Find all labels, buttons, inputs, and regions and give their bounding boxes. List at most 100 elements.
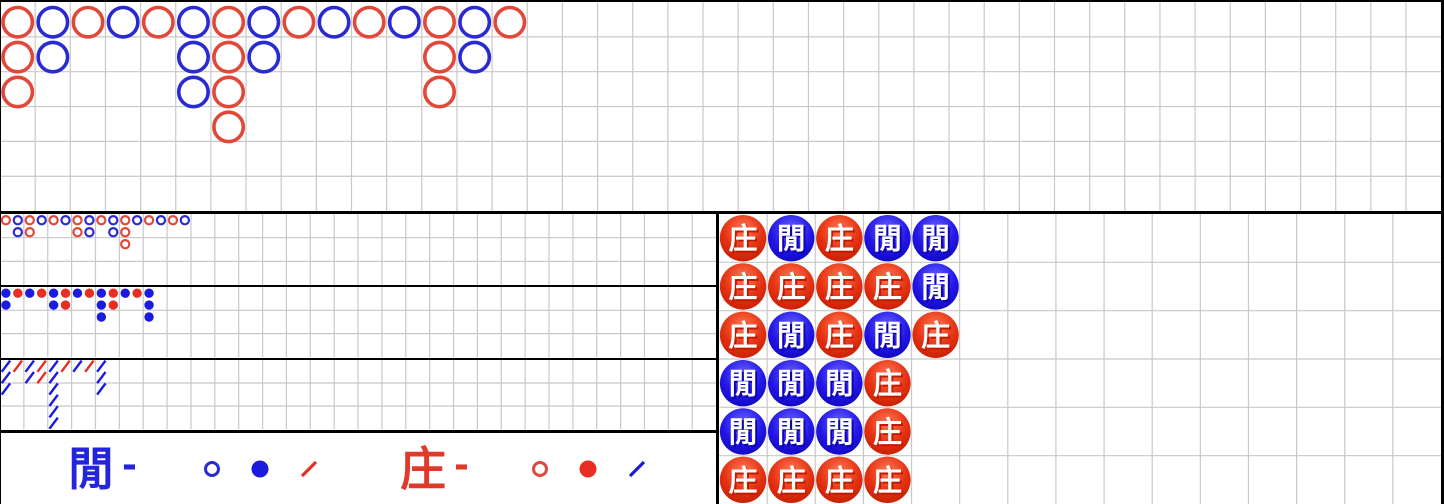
- small-road-marker: [25, 288, 35, 298]
- big-road-marker: [36, 5, 70, 39]
- bead-label-shadow: 庄: [827, 272, 856, 306]
- bead-player: [768, 311, 815, 359]
- bead-player: [912, 214, 959, 262]
- bead-label-shadow: 庄: [827, 320, 856, 354]
- cockroach-marker: [0, 382, 12, 396]
- banker-slash-icon: [625, 457, 649, 481]
- bead-banker: [864, 456, 911, 504]
- big-road-marker: [212, 40, 246, 74]
- big-road-marker: [1, 75, 35, 109]
- small-road-marker: [48, 300, 59, 310]
- big-eye-marker: [36, 214, 47, 226]
- bead-label-shadow: 閒: [827, 417, 856, 451]
- small-road-marker: [144, 312, 154, 322]
- bead-label: 庄: [729, 222, 758, 256]
- small-road-marker: [60, 300, 71, 310]
- bead-label: 庄: [825, 270, 854, 304]
- big-road-marker: [422, 75, 456, 109]
- cockroach-marker: [48, 382, 59, 396]
- bead-label-shadow: 庄: [827, 465, 856, 499]
- bead-label-shadow: 閒: [923, 272, 952, 306]
- cockroach-marker: [36, 360, 47, 373]
- big-eye-marker: [179, 214, 191, 226]
- big-road-marker: [458, 40, 492, 74]
- bead-banker: [816, 263, 863, 310]
- player-hollow-circle-icon: [201, 458, 223, 480]
- bead-label: 庄: [777, 463, 806, 497]
- cockroach-marker: [0, 371, 12, 384]
- big-eye-marker: [12, 227, 24, 238]
- big-eye-marker: [119, 214, 131, 226]
- bead-label-shadow: 閒: [779, 224, 808, 258]
- bead-banker: [816, 311, 863, 359]
- bead-label-shadow: 閒: [779, 417, 808, 451]
- small-road-marker: [144, 300, 154, 310]
- bead-plate-panel: 庄庄庄庄庄庄閒閒閒閒庄庄閒閒庄庄閒閒閒閒閒閒庄庄庄庄庄庄庄庄閒閒閒閒庄庄閒閒庄庄…: [719, 214, 1441, 504]
- big-road-marker: [176, 40, 210, 74]
- big-road-marker: [106, 5, 140, 39]
- bead-player: [816, 408, 863, 455]
- big-road-marker: [212, 5, 246, 39]
- bead-label-shadow: 庄: [779, 272, 808, 306]
- big-road-marker: [493, 5, 527, 39]
- bead-label-shadow: 閒: [731, 369, 760, 403]
- small-road-marker: [96, 312, 107, 322]
- big-road-marker: [422, 5, 456, 39]
- cockroach-marker: [60, 360, 71, 373]
- banker-hollow-circle-icon: [529, 458, 551, 480]
- banker-label: 庄: [400, 441, 446, 496]
- big-road-marker: [176, 75, 210, 109]
- bead-label: 庄: [873, 415, 902, 449]
- bead-player: [768, 408, 815, 455]
- small-road-marker: [13, 288, 23, 298]
- bead-label-shadow: 庄: [875, 272, 904, 306]
- big-eye-road-panel: [0, 214, 716, 285]
- cockroach-marker: [24, 371, 35, 384]
- bead-plate-divider: [716, 211, 719, 504]
- big-eye-marker: [84, 214, 95, 226]
- player-solid-circle-icon: [249, 458, 271, 480]
- bead-banker: [768, 263, 815, 310]
- bead-label: 庄: [873, 270, 902, 304]
- bead-label: 閒: [729, 367, 758, 401]
- small-road-marker: [144, 288, 154, 298]
- big-eye-divider: [0, 285, 717, 287]
- bead-banker: [864, 359, 911, 407]
- bead-label: 庄: [873, 463, 902, 497]
- big-road-marker: [247, 5, 281, 39]
- big-eye-marker: [24, 214, 35, 226]
- big-eye-marker: [72, 214, 83, 226]
- bead-label-shadow: 庄: [875, 417, 904, 451]
- player-dash: -: [122, 444, 137, 486]
- small-road-panel: [0, 287, 716, 357]
- big-road-marker: [1, 40, 35, 74]
- player-slash-icon: [297, 457, 321, 481]
- bead-label: 庄: [729, 270, 758, 304]
- bead-label-shadow: 庄: [731, 272, 760, 306]
- big-road-divider: [0, 211, 1444, 214]
- bead-label-shadow: 庄: [923, 320, 952, 354]
- small-road-marker: [120, 288, 130, 298]
- bead-label-shadow: 庄: [779, 465, 808, 499]
- bead-label: 庄: [729, 463, 758, 497]
- player-label: 閒: [68, 441, 114, 496]
- bead-banker: [912, 311, 959, 359]
- big-eye-marker: [12, 214, 24, 226]
- big-road-marker: [36, 40, 70, 74]
- bead-label: 庄: [825, 318, 854, 352]
- bead-label-shadow: 庄: [827, 224, 856, 258]
- cockroach-marker: [72, 360, 83, 373]
- cockroach-marker: [96, 371, 107, 384]
- cockroach-road-grid: [0, 360, 716, 429]
- bead-banker: [816, 214, 863, 262]
- big-road-marker: [1, 5, 35, 39]
- banker-solid-circle-icon: [577, 458, 599, 480]
- big-road-marker: [458, 5, 492, 39]
- small-road-marker: [1, 288, 11, 298]
- bead-label: 庄: [921, 318, 950, 352]
- big-road-marker: [212, 110, 246, 144]
- big-road-marker: [422, 40, 456, 74]
- big-eye-marker: [108, 214, 119, 226]
- big-eye-marker: [131, 214, 143, 226]
- small-road-marker: [84, 288, 95, 298]
